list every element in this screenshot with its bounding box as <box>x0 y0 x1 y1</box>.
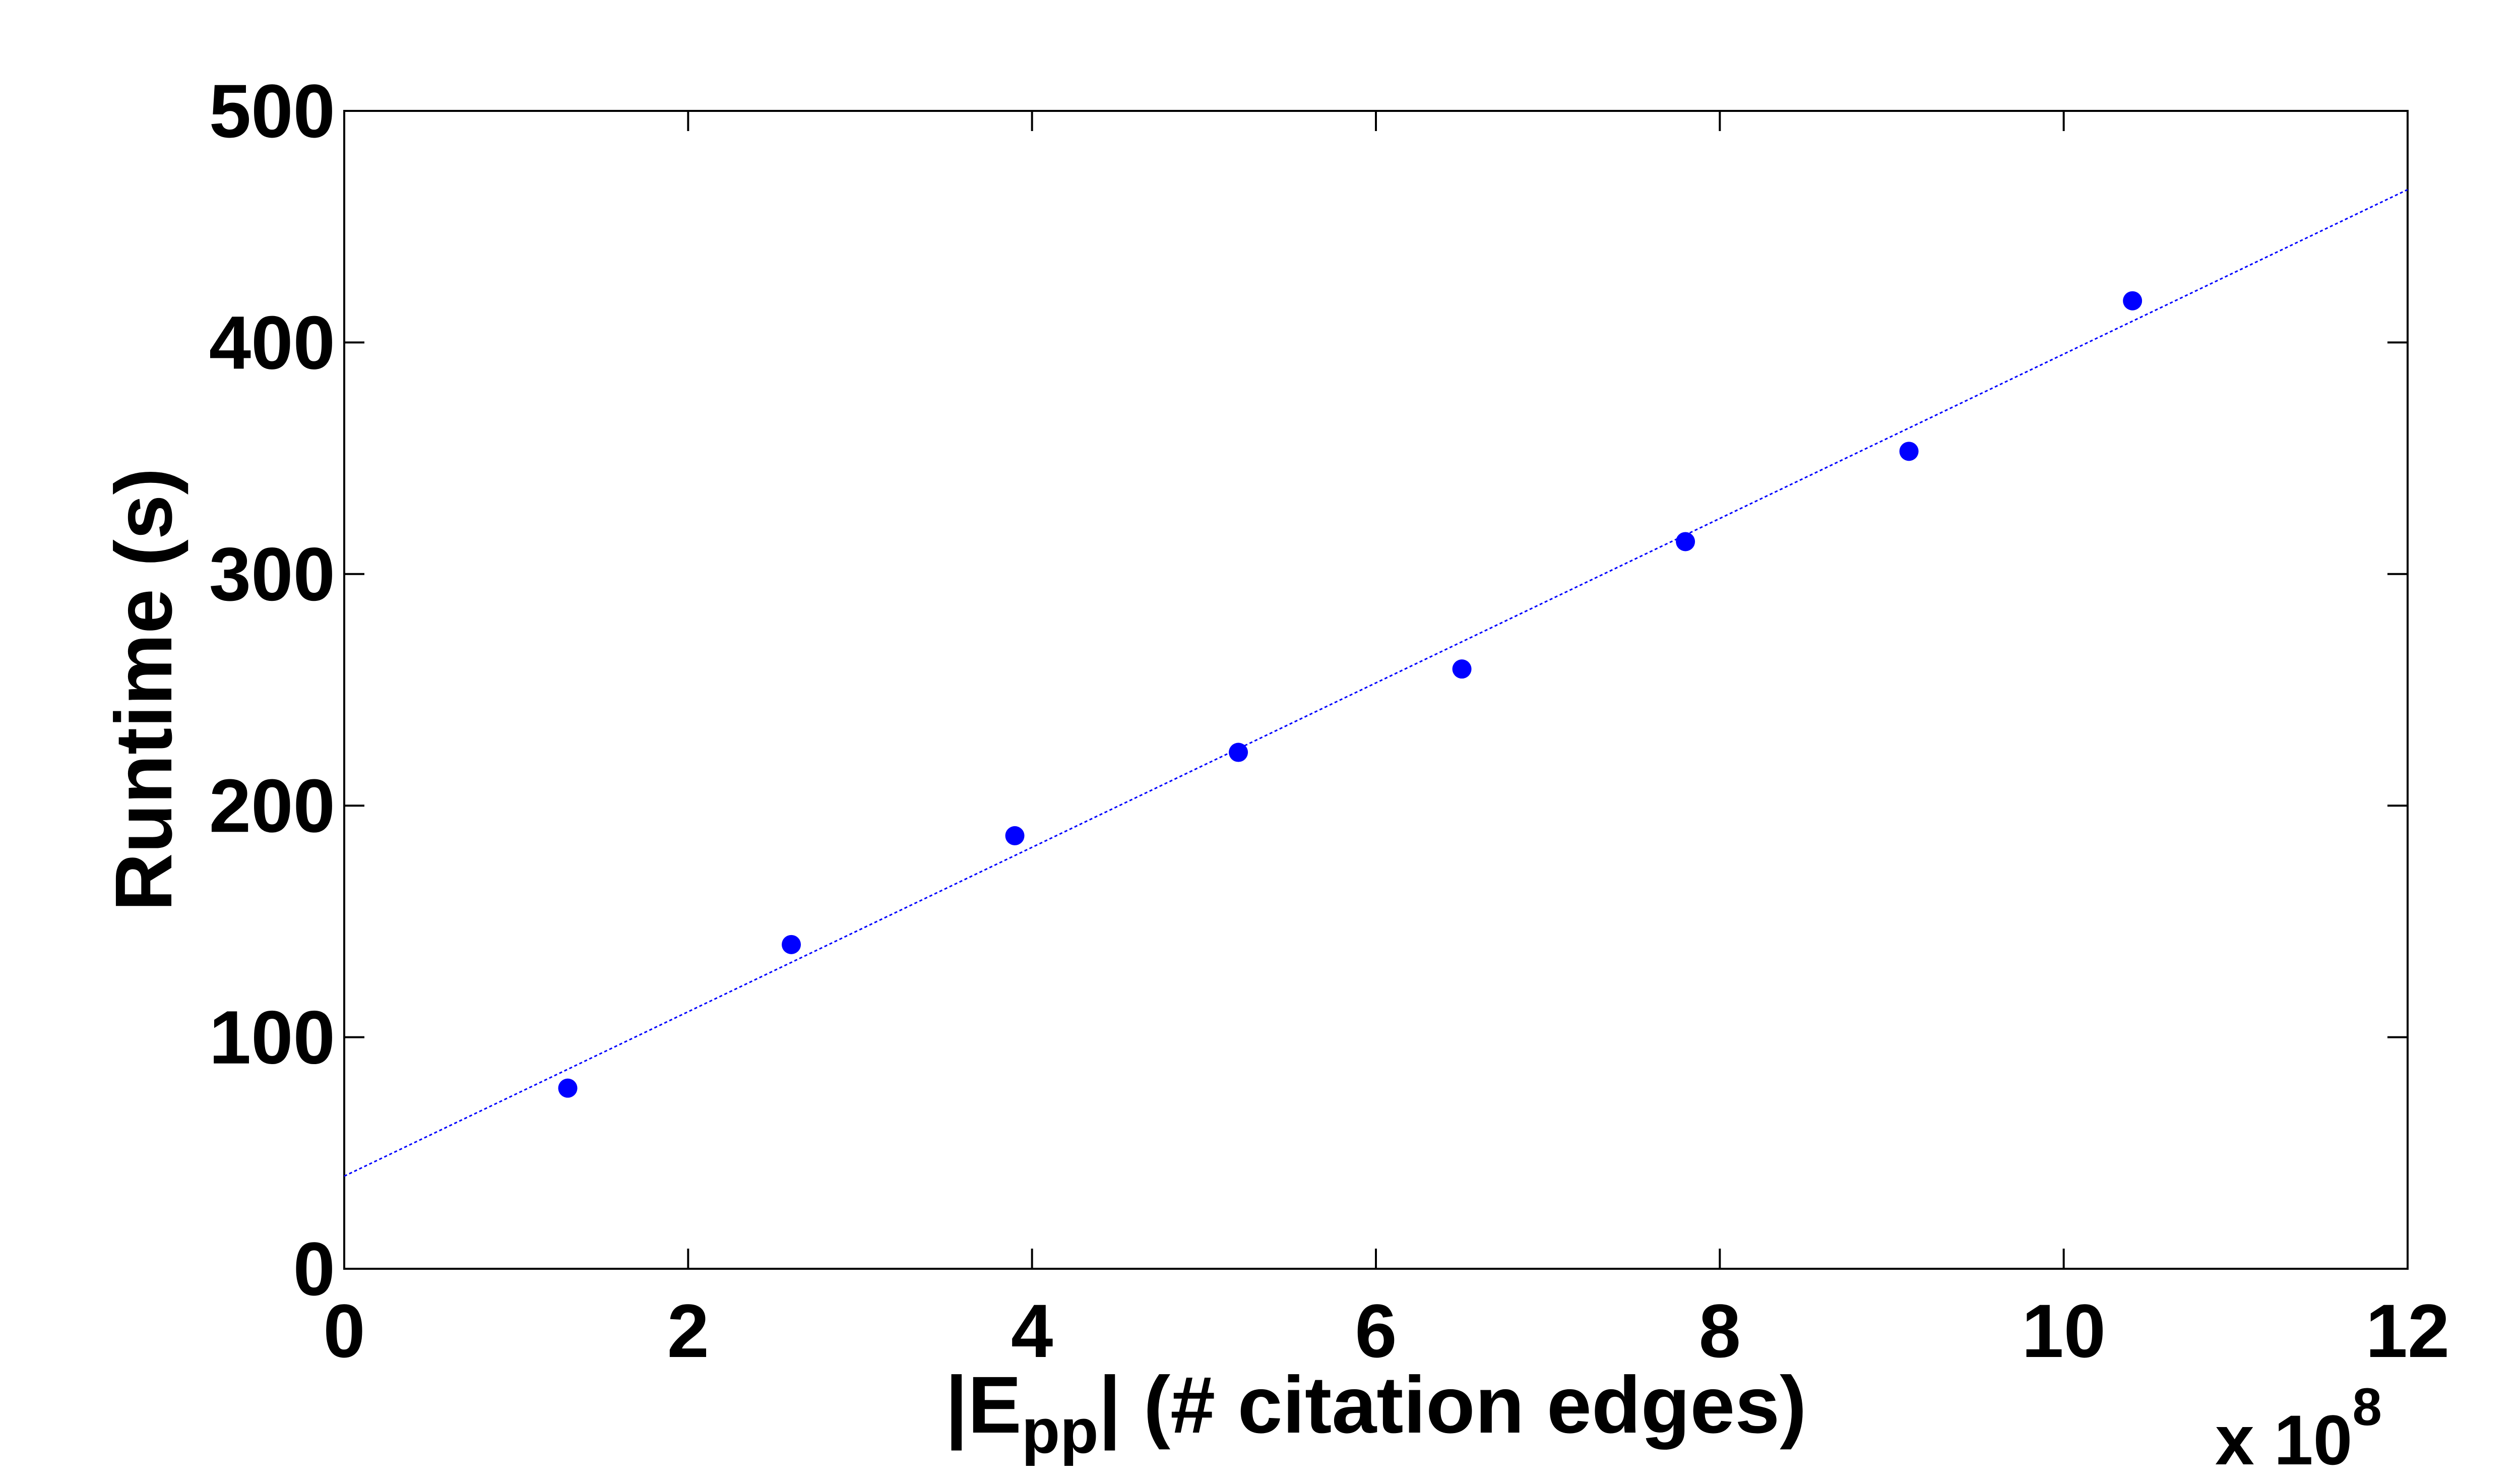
x-axis-multiplier-base: x 10 <box>2215 1400 2352 1479</box>
x-tick-label-3: 6 <box>1355 1288 1397 1373</box>
data-point-2 <box>1005 826 1025 845</box>
data-point-3 <box>1229 743 1248 762</box>
data-point-7 <box>2123 291 2143 311</box>
y-tick-label-4: 400 <box>209 300 335 385</box>
x-axis-label-subscript: pp <box>1022 1396 1099 1466</box>
y-axis-label: Runtime (s) <box>98 468 188 911</box>
y-tick-labels: 0 100 200 300 400 500 <box>209 69 335 1311</box>
fit-line-layer <box>344 189 2408 1177</box>
x-axis-label-suffix: | (# citation edges) <box>1099 1360 1807 1451</box>
data-point-6 <box>1899 442 1919 461</box>
x-axis-label: |Epp| (# citation edges) <box>945 1360 1806 1466</box>
data-points-layer <box>558 291 2143 1098</box>
fit-line <box>344 189 2408 1177</box>
x-tick-label-4: 8 <box>1699 1288 1741 1373</box>
data-point-1 <box>782 935 801 954</box>
y-tick-label-2: 200 <box>209 763 335 848</box>
tick-marks <box>343 110 2409 1270</box>
x-tick-label-2: 4 <box>1011 1288 1053 1373</box>
x-tick-label-1: 2 <box>667 1288 709 1373</box>
x-axis-multiplier-exponent: 8 <box>2352 1378 2381 1437</box>
y-tick-label-3: 300 <box>209 532 335 616</box>
x-tick-label-5: 10 <box>2022 1288 2106 1373</box>
data-point-4 <box>1452 659 1472 679</box>
data-point-0 <box>558 1078 578 1098</box>
plot-area <box>343 110 2409 1270</box>
x-tick-label-6: 12 <box>2366 1288 2450 1373</box>
x-tick-label-0: 0 <box>323 1288 365 1373</box>
y-tick-label-0: 0 <box>293 1226 335 1311</box>
data-point-5 <box>1676 532 1695 551</box>
x-axis-label-prefix: |E <box>945 1360 1021 1451</box>
y-tick-label-1: 100 <box>209 995 335 1080</box>
y-tick-label-5: 500 <box>209 69 335 153</box>
x-tick-labels: 0 2 4 6 8 10 12 <box>323 1288 2449 1373</box>
x-axis-multiplier: x 108 <box>2215 1378 2382 1479</box>
